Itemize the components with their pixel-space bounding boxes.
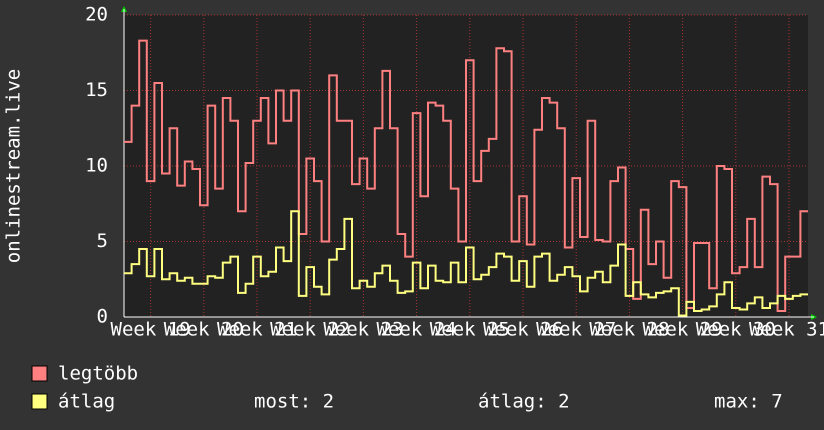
stat: átlag: 2 bbox=[478, 391, 570, 413]
legend-label: átlag bbox=[58, 391, 115, 413]
y-axis-label: onlinestream.live bbox=[3, 69, 25, 263]
legend-swatch bbox=[31, 393, 48, 410]
x-tick-label: Week 22 bbox=[270, 319, 350, 341]
x-tick-label: Week 31 bbox=[749, 319, 824, 341]
x-tick-label: Week 24 bbox=[377, 319, 457, 341]
series-line bbox=[124, 210, 808, 317]
x-tick-label: Week 29 bbox=[643, 319, 723, 341]
legend-label: legtöbb bbox=[58, 363, 138, 385]
x-tick-label: Week 23 bbox=[323, 319, 403, 341]
y-tick-label: 10 bbox=[85, 155, 108, 177]
y-tick-label: 5 bbox=[97, 230, 108, 252]
x-tick-label: Week 28 bbox=[589, 319, 669, 341]
x-tick-label: Week 30 bbox=[696, 319, 776, 341]
x-tick-label: Week 26 bbox=[483, 319, 563, 341]
stat: most: 2 bbox=[254, 391, 334, 413]
y-tick-label: 0 bbox=[97, 306, 108, 328]
series-line bbox=[124, 39, 808, 312]
legend-swatch bbox=[31, 365, 48, 382]
x-tick-label: Week 20 bbox=[164, 319, 244, 341]
y-tick-label: 20 bbox=[85, 4, 108, 26]
x-tick-label: Week 21 bbox=[217, 319, 297, 341]
x-tick-label: Week 25 bbox=[430, 319, 510, 341]
x-tick-label: Week 19 bbox=[111, 319, 191, 341]
y-tick-label: 15 bbox=[85, 79, 108, 101]
x-tick-label: Week 27 bbox=[536, 319, 616, 341]
stat: max: 7 bbox=[714, 391, 783, 413]
